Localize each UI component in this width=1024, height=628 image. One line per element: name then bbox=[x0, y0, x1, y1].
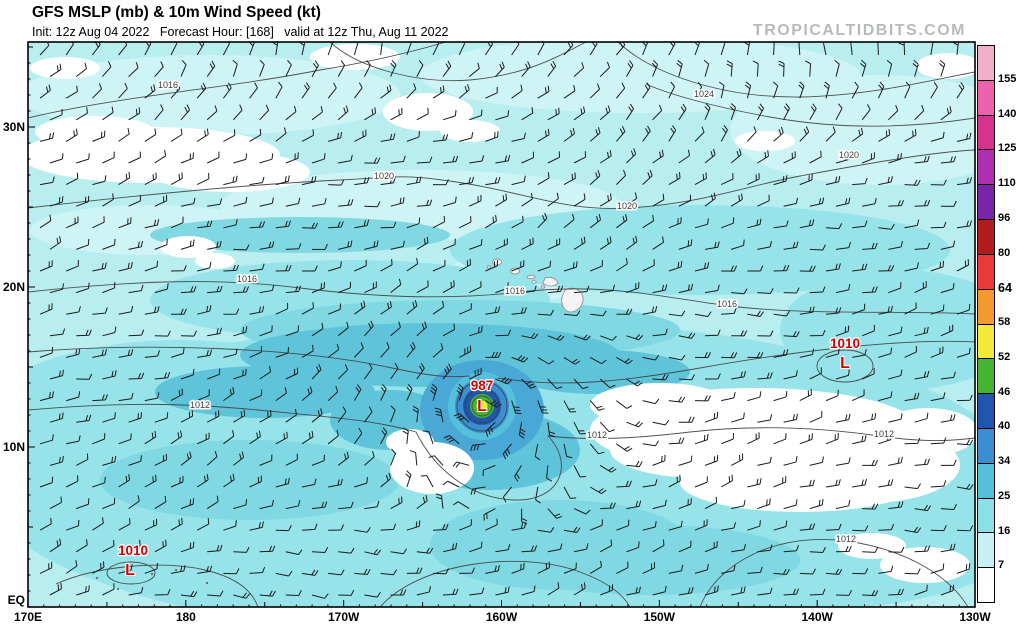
colorbar-label: 80 bbox=[998, 246, 1011, 259]
lon-label: 140W bbox=[801, 610, 833, 624]
contour-label: 1012 bbox=[874, 429, 894, 439]
wind-speed-colorbar: 155 140 125 110 96 80 64 58 52 46 40 34 25 16 7 bbox=[977, 45, 1023, 603]
contour-label: 1016 bbox=[717, 299, 737, 309]
lon-label: 170E bbox=[13, 610, 43, 624]
colorbar-segment bbox=[978, 359, 994, 395]
contour-label: 1020 bbox=[617, 201, 637, 211]
colorbar-segment bbox=[978, 394, 994, 429]
lon-label: 170W bbox=[327, 610, 360, 624]
colorbar-label: 140 bbox=[998, 107, 1017, 120]
colorbar-segment bbox=[978, 533, 994, 569]
contour-label: 1020 bbox=[839, 150, 859, 160]
colorbar-segment bbox=[978, 463, 994, 499]
lon-label: 130W bbox=[959, 610, 991, 624]
pressure-value: 987 bbox=[471, 378, 494, 393]
colorbar-label: 110 bbox=[998, 177, 1016, 189]
pressure-centers: 987 L 1010 L 1010 L bbox=[117, 335, 862, 580]
contour-label: 1016 bbox=[505, 286, 525, 296]
colorbar-label: 125 bbox=[998, 142, 1017, 155]
pressure-value: 1010 bbox=[830, 336, 860, 351]
colorbar-segment bbox=[978, 428, 994, 464]
wind-speed-shading bbox=[28, 42, 975, 607]
contour-label: 1016 bbox=[158, 80, 178, 90]
lat-label: 20N bbox=[2, 280, 25, 294]
colorbar-segment bbox=[978, 150, 994, 186]
colorbar-label: 52 bbox=[998, 350, 1011, 363]
storm-core-rings bbox=[448, 372, 516, 440]
isobar-contours bbox=[28, 42, 975, 607]
colorbar-segment bbox=[978, 498, 994, 534]
colorbar-segment bbox=[978, 185, 994, 221]
colorbar-swatches bbox=[977, 45, 995, 603]
contour-labels: 1016 1024 1020 1020 1020 1016 1016 1016 1012 1012… bbox=[156, 79, 895, 546]
contour-label: 1012 bbox=[587, 430, 607, 440]
contour-label: 1016 bbox=[237, 274, 257, 284]
contour-label: 1020 bbox=[374, 171, 394, 181]
low-pressure-marker: L bbox=[477, 398, 487, 415]
colorbar-segment bbox=[978, 568, 994, 602]
lat-label: 30N bbox=[2, 120, 25, 134]
lat-label: EQ bbox=[7, 593, 25, 607]
colorbar-label: 96 bbox=[998, 211, 1011, 224]
lon-label: 150W bbox=[643, 610, 675, 624]
colorbar-label: 64 bbox=[998, 281, 1012, 296]
watermark-tropicaltidbits: TROPICALTIDBITS.COM bbox=[752, 22, 966, 39]
contour-label: 1024 bbox=[694, 89, 714, 99]
chart-title: GFS MSLP (mb) & 10m Wind Speed (kt) bbox=[32, 4, 321, 21]
colorbar-label: 40 bbox=[998, 420, 1011, 433]
colorbar-segment bbox=[978, 254, 994, 290]
colorbar-label: 7 bbox=[998, 559, 1005, 572]
low-pressure-marker: L bbox=[840, 355, 850, 372]
contour-label: 1012 bbox=[190, 400, 210, 410]
colorbar-label: 155 bbox=[998, 72, 1017, 85]
colorbar-segment bbox=[978, 115, 994, 151]
colorbar-label: 16 bbox=[998, 524, 1011, 537]
pressure-value: 1010 bbox=[118, 543, 148, 558]
colorbar-label: 46 bbox=[998, 385, 1011, 398]
colorbar-segment bbox=[978, 220, 994, 255]
chart-subtitle: Init: 12z Aug 04 2022 Forecast Hour: [16… bbox=[32, 25, 449, 39]
colorbar-segment bbox=[978, 289, 994, 325]
map-frame bbox=[27, 41, 976, 608]
hawaiian-islands bbox=[95, 258, 584, 591]
colorbar-segment bbox=[978, 46, 994, 81]
colorbar-segment bbox=[978, 324, 994, 360]
lon-label: 180 bbox=[175, 610, 196, 624]
colorbar-segment bbox=[978, 80, 994, 116]
colorbar-label: 34 bbox=[998, 455, 1011, 467]
low-pressure-marker: L bbox=[125, 562, 135, 579]
colorbar-label: 58 bbox=[998, 316, 1011, 328]
lat-label: 10N bbox=[2, 440, 25, 454]
contour-label: 1012 bbox=[836, 534, 856, 544]
lon-label: 160W bbox=[485, 610, 518, 624]
colorbar-label: 25 bbox=[998, 489, 1011, 502]
